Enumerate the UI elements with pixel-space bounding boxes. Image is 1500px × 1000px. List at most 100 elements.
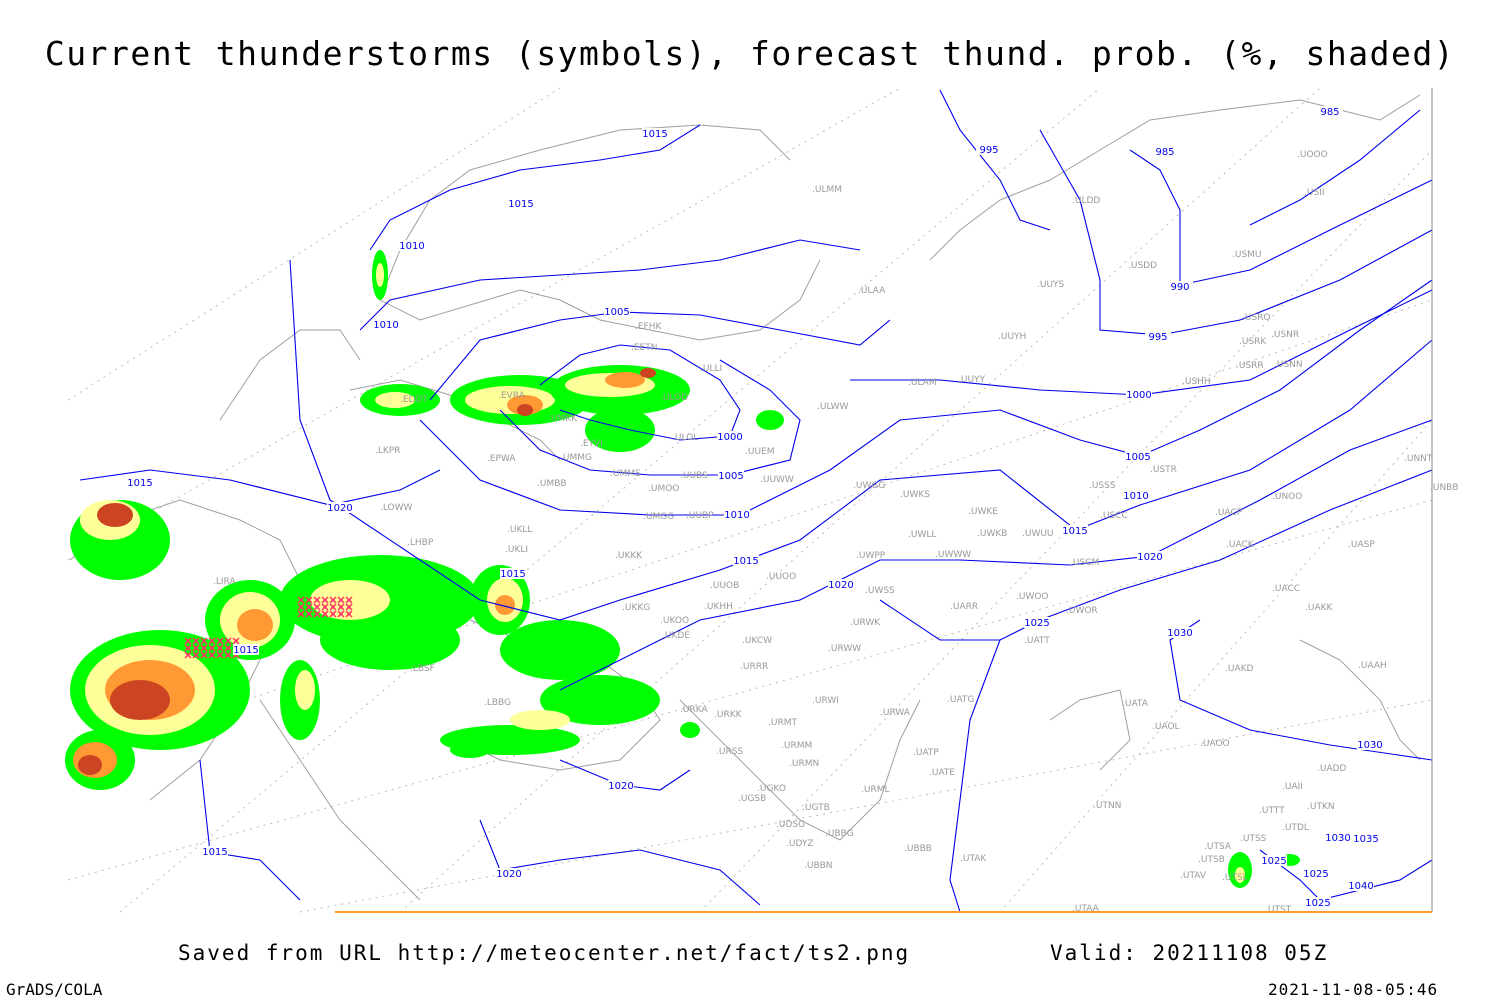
render-timestamp: 2021-11-08-05:46 xyxy=(1268,980,1439,999)
thunderstorm-dot xyxy=(307,598,311,602)
station-label: .UUYS xyxy=(1037,280,1065,290)
thunderstorm-symbol xyxy=(192,644,200,652)
grid-line xyxy=(399,87,1321,913)
station-label: .UMOO xyxy=(648,484,679,494)
station-label: .UASP xyxy=(1348,540,1375,550)
isobar-label-bg xyxy=(233,644,259,655)
isobar-label: 1005 xyxy=(604,307,629,318)
station-label: .USTR xyxy=(1150,465,1177,475)
thunderstorm-dot xyxy=(331,605,335,609)
station-label: .EPWA xyxy=(487,454,516,464)
station-label: .UUYY xyxy=(958,375,986,385)
station-label: .UATG xyxy=(947,695,974,705)
coastline xyxy=(1299,639,1421,761)
isobar-label-bg xyxy=(724,509,750,520)
station-label: .UWLL xyxy=(908,530,936,540)
probability-area xyxy=(510,710,570,730)
thunderstorm-symbol xyxy=(200,651,208,659)
station-label: .URWA xyxy=(880,708,911,718)
isobar-line xyxy=(1249,109,1421,226)
thunderstorm-symbol xyxy=(329,603,337,611)
isobar-label: 1015 xyxy=(642,129,667,140)
station-label: .USRK xyxy=(1239,337,1267,347)
isobar-label-bg xyxy=(1357,739,1383,750)
station-label: .UWPP xyxy=(856,551,886,561)
probability-area xyxy=(450,742,490,758)
isobar-line xyxy=(559,419,1433,691)
isobar-label-bg xyxy=(1261,855,1287,866)
isobar-label: 1005 xyxy=(718,471,743,482)
isobar-label-bg xyxy=(608,780,634,791)
thunderstorm-symbol xyxy=(208,644,216,652)
probability-area xyxy=(320,610,460,670)
station-label: .UUYH xyxy=(998,332,1026,342)
grid-line xyxy=(699,149,1433,913)
station-label: .UNNT xyxy=(1404,454,1433,464)
thunderstorm-dot xyxy=(307,612,311,616)
isobar-label: 1020 xyxy=(327,503,352,514)
thunderstorm-dot xyxy=(339,612,343,616)
thunderstorm-dot xyxy=(194,646,198,650)
thunderstorm-dot xyxy=(331,598,335,602)
isobar-label: 1015 xyxy=(202,847,227,858)
valid-time-text: Valid: 20211108 05Z xyxy=(1050,941,1329,965)
map-title: Current thunderstorms (symbols), forecas… xyxy=(44,34,1456,73)
station-label: .ULMM xyxy=(812,185,842,195)
thunderstorm-symbol xyxy=(305,596,313,604)
probability-area xyxy=(605,372,645,388)
station-label: .UAKK xyxy=(1305,603,1334,613)
isobar-label-bg xyxy=(1024,617,1050,628)
isobar-label: 985 xyxy=(1155,147,1174,158)
probability-area xyxy=(97,503,133,527)
isobar-line xyxy=(199,759,301,901)
isobar-label-bg xyxy=(1126,389,1152,400)
isobar-label-bg xyxy=(828,579,854,590)
isobar-line xyxy=(369,124,701,251)
isobar-line xyxy=(419,279,1433,516)
isobar-label-bg xyxy=(399,240,425,251)
thunderstorm-symbol xyxy=(184,644,192,652)
station-label: .USRR xyxy=(1236,361,1264,371)
station-label: .URWI xyxy=(812,696,839,706)
probability-area xyxy=(495,595,515,615)
station-label: .UADD xyxy=(1317,764,1347,774)
thunderstorm-symbol xyxy=(313,603,321,611)
station-label: .UMMS xyxy=(610,469,641,479)
station-label: .UAOO xyxy=(1200,739,1230,749)
station-labels: .EFHK .EETN .ULLI .ULOD .EVRA .UMKK .EYVI .UMMG… xyxy=(213,150,1459,915)
isobar-label: 1015 xyxy=(233,645,258,656)
station-label: .UGKO xyxy=(757,784,786,794)
station-label: .UTSB xyxy=(1198,855,1225,865)
thunderstorm-symbol xyxy=(313,610,321,618)
station-label: .UATP xyxy=(913,748,939,758)
thunderstorm-dot xyxy=(315,598,319,602)
thunderstorm-dot xyxy=(186,639,190,643)
station-label: .UAOL xyxy=(1152,722,1180,732)
map-frame xyxy=(68,88,1432,912)
isobar-line xyxy=(949,639,1001,913)
station-label: .UTSA xyxy=(1204,842,1232,852)
isobar-label: 1010 xyxy=(1123,491,1148,502)
station-label: .UWKS xyxy=(900,490,930,500)
thunderstorm-symbol xyxy=(184,637,192,645)
isobar-label: 1020 xyxy=(608,781,633,792)
coastline xyxy=(259,699,421,901)
station-label: .ULAM xyxy=(908,378,937,388)
isobar-line xyxy=(479,819,761,906)
thunderstorm-dot xyxy=(234,639,238,643)
thunderstorm-symbol xyxy=(208,651,216,659)
station-label: .UACC xyxy=(1272,584,1300,594)
station-label: .USNR xyxy=(1271,330,1299,340)
station-label: .UWUU xyxy=(1022,529,1054,539)
station-label: .UTSL xyxy=(1222,873,1248,883)
station-label: .EVRA xyxy=(498,391,526,401)
station-label: .UUWW xyxy=(760,475,794,485)
isobar-line xyxy=(359,239,861,331)
station-label: .UNOO xyxy=(1272,492,1302,502)
thunderstorm-symbol xyxy=(200,644,208,652)
station-label: .URKK xyxy=(714,710,743,720)
isobar-label: 1000 xyxy=(1126,390,1151,401)
station-label: .URMT xyxy=(768,718,797,728)
station-label: .ULWW xyxy=(817,402,849,412)
